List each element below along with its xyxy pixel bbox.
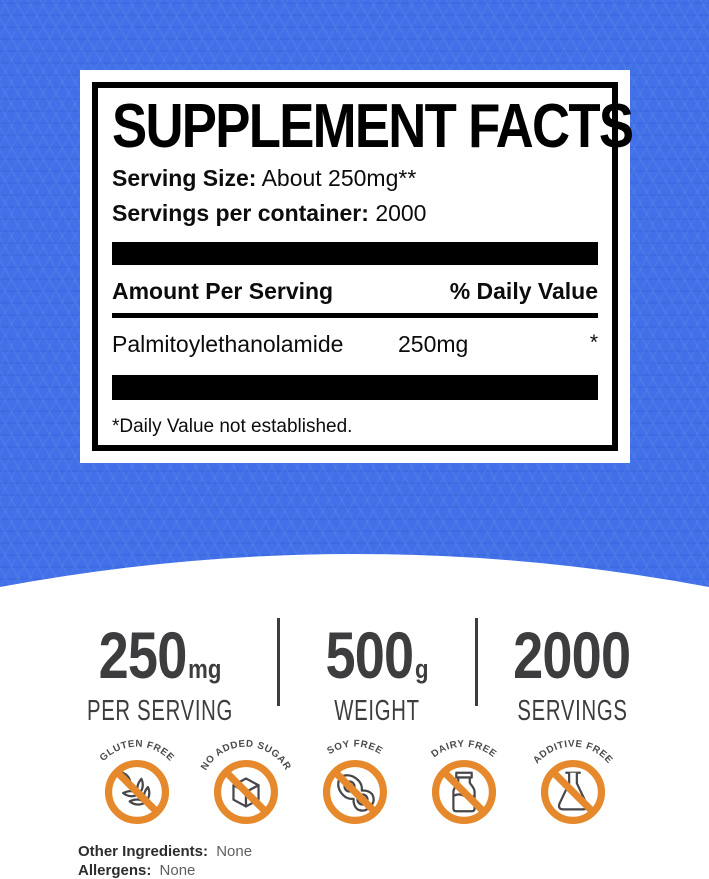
badge-no-added-sugar: NO ADDED SUGAR: [193, 728, 299, 829]
stat-divider: [277, 618, 280, 706]
serving-size-label: Serving Size:: [112, 165, 257, 191]
other-ingredients-line: Other Ingredients: None: [78, 842, 252, 861]
servings-value: 2000: [375, 199, 427, 226]
badge-soy-free: SOY FREE: [302, 728, 408, 829]
badge-dairy-free: DAIRY FREE: [411, 728, 517, 829]
badge-label: SOY FREE: [325, 739, 383, 757]
facts-title: SUPPLEMENT FACTS: [112, 92, 634, 161]
badge-additive-free: ADDITIVE FREE: [520, 728, 626, 829]
stat-number: 500: [325, 618, 414, 692]
hero-background: SUPPLEMENT FACTS Serving Size: About 250…: [0, 0, 709, 592]
stat-label: PER SERVING: [86, 695, 234, 727]
sugar-cube-icon: NO ADDED SUGAR: [199, 739, 293, 825]
facts-border: SUPPLEMENT FACTS Serving Size: About 250…: [92, 82, 634, 451]
soy-pod-icon: SOY FREE: [322, 739, 387, 825]
allergens-line: Allergens: None: [78, 861, 252, 879]
stat-servings: 2000 SERVINGS: [476, 622, 709, 726]
stat-value: 250 mg: [63, 622, 257, 688]
badge-label: NO ADDED SUGAR: [199, 739, 292, 773]
divider-bar-thick: [112, 241, 598, 265]
divider-bar-thin: [112, 313, 598, 319]
curved-divider: [0, 554, 709, 592]
badge-label: GLUTEN FREE: [97, 739, 175, 764]
stat-value: 500 g: [296, 622, 458, 688]
ingredient-name: Palmitoylethanolamide: [112, 331, 344, 358]
allergens-label: Allergens:: [78, 862, 152, 879]
stat-unit: g: [414, 654, 429, 684]
footer-info: Other Ingredients: None Allergens: None: [78, 842, 252, 879]
ingredient-daily-value: *: [589, 331, 598, 355]
stat-divider: [475, 618, 478, 706]
badge-gluten-free: GLUTEN FREE: [84, 728, 190, 829]
svg-text:DAIRY FREE: DAIRY FREE: [429, 739, 498, 761]
stat-number: 250: [98, 618, 188, 692]
lab-flask-icon: ADDITIVE FREE: [531, 739, 614, 825]
facts-table-header: Amount Per Serving % Daily Value: [112, 277, 598, 306]
divider-bar-thick-bottom: [112, 375, 598, 400]
ingredient-amount: 250mg: [398, 331, 469, 358]
wheat-icon: GLUTEN FREE: [97, 739, 175, 825]
supplement-facts-panel: SUPPLEMENT FACTS Serving Size: About 250…: [80, 70, 634, 463]
servings-per-container-line: Servings per container: 2000: [112, 199, 598, 228]
stat-number: 2000: [513, 618, 631, 692]
stats-strip: 250 mg PER SERVING 500 g WEIGHT 2000 SER…: [0, 612, 709, 726]
stat-label: SERVINGS: [517, 695, 628, 727]
stat-weight: 500 g WEIGHT: [278, 622, 476, 726]
servings-label: Servings per container:: [112, 199, 369, 226]
badge-label: DAIRY FREE: [429, 739, 497, 761]
free-of-badges-row: GLUTEN FREE NO ADDED SUGAR: [0, 728, 709, 829]
svg-text:GLUTEN FREE: GLUTEN FREE: [97, 739, 175, 764]
stat-label: WEIGHT: [334, 695, 420, 727]
svg-text:NO ADDED SUGAR: NO ADDED SUGAR: [199, 739, 293, 773]
daily-value-header: % Daily Value: [449, 277, 598, 304]
serving-size-line: Serving Size: About 250mg**: [112, 164, 598, 193]
milk-bottle-icon: DAIRY FREE: [429, 739, 498, 825]
stat-value: 2000: [493, 622, 651, 688]
serving-size-value: About 250mg**: [261, 165, 417, 191]
allergens-value: None: [159, 862, 196, 879]
svg-text:SOY FREE: SOY FREE: [325, 739, 384, 757]
stat-per-serving: 250 mg PER SERVING: [0, 622, 278, 726]
table-row: Palmitoylethanolamide 250mg *: [112, 330, 598, 359]
other-ingredients-value: None: [216, 843, 253, 860]
amount-per-serving-header: Amount Per Serving: [112, 277, 334, 304]
daily-value-footnote: *Daily Value not established.: [112, 416, 353, 437]
other-ingredients-label: Other Ingredients:: [78, 843, 209, 860]
stat-unit: mg: [188, 654, 222, 684]
